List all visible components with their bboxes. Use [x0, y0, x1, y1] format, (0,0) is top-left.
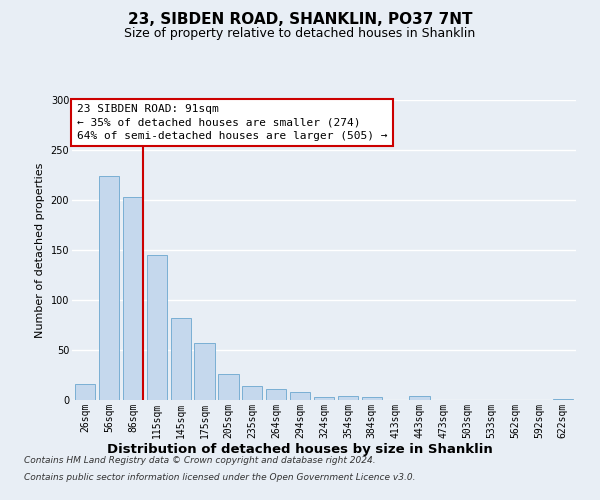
Bar: [194, 343, 215, 400]
Text: Contains HM Land Registry data © Crown copyright and database right 2024.: Contains HM Land Registry data © Crown c…: [24, 456, 376, 465]
Bar: [266, 389, 286, 400]
Bar: [123, 197, 143, 400]
Bar: [242, 386, 262, 400]
Bar: [314, 397, 334, 400]
Bar: [362, 397, 382, 400]
Text: 23 SIBDEN ROAD: 91sqm
← 35% of detached houses are smaller (274)
64% of semi-det: 23 SIBDEN ROAD: 91sqm ← 35% of detached …: [77, 104, 388, 141]
Bar: [75, 384, 95, 400]
Text: Distribution of detached houses by size in Shanklin: Distribution of detached houses by size …: [107, 442, 493, 456]
Bar: [409, 396, 430, 400]
Text: Contains public sector information licensed under the Open Government Licence v3: Contains public sector information licen…: [24, 474, 415, 482]
Bar: [146, 255, 167, 400]
Text: Size of property relative to detached houses in Shanklin: Size of property relative to detached ho…: [124, 28, 476, 40]
Bar: [99, 176, 119, 400]
Y-axis label: Number of detached properties: Number of detached properties: [35, 162, 45, 338]
Bar: [338, 396, 358, 400]
Bar: [553, 399, 573, 400]
Bar: [218, 374, 239, 400]
Bar: [170, 318, 191, 400]
Bar: [290, 392, 310, 400]
Text: 23, SIBDEN ROAD, SHANKLIN, PO37 7NT: 23, SIBDEN ROAD, SHANKLIN, PO37 7NT: [128, 12, 472, 28]
